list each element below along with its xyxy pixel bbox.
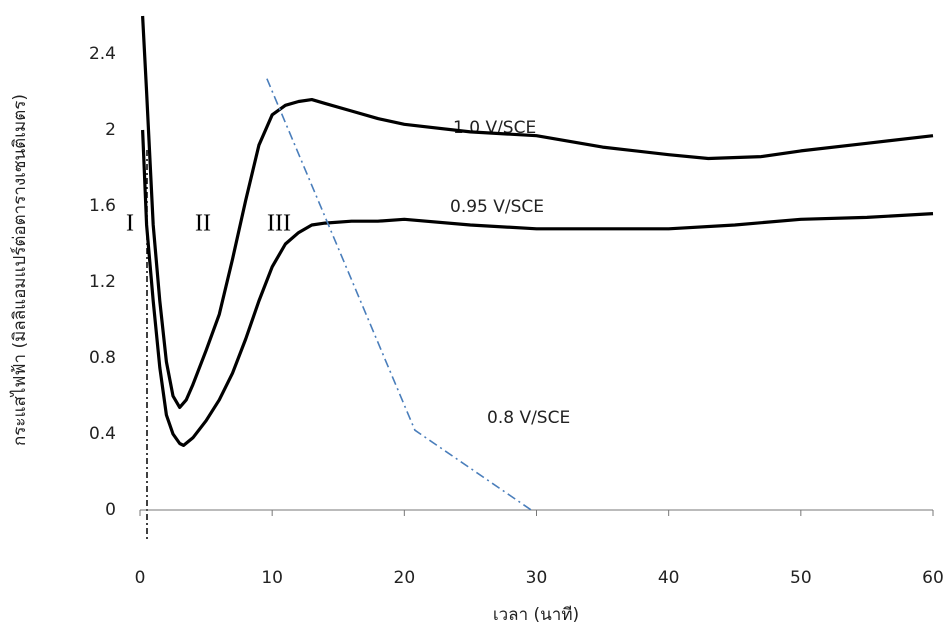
x-tick-label: 60 [922, 568, 944, 588]
series-line [141, 129, 934, 447]
y-tick-label: 0.4 [89, 424, 116, 444]
y-tick-label: 1.2 [89, 272, 116, 292]
series-label: 0.95 V/SCE [450, 197, 544, 217]
x-tick-label: 30 [526, 568, 548, 588]
region-label: I [126, 211, 134, 237]
region-label: III [267, 211, 291, 237]
region-label: II [195, 211, 211, 237]
y-tick-label: 0 [105, 500, 116, 520]
y-axis-label: กระแสไฟฟ้า (มิลลิแอมแปร์ต่อตารางเซนติเมต… [9, 94, 30, 446]
series-label: 0.8 V/SCE [487, 408, 570, 428]
y-tick-label: 2.4 [89, 44, 116, 64]
x-tick-label: 20 [394, 568, 416, 588]
x-tick-label: 0 [135, 568, 146, 588]
y-tick-label: 2 [105, 120, 116, 140]
y-tick-label: 1.6 [89, 196, 116, 216]
x-tick-label: 10 [261, 568, 283, 588]
series-line [141, 15, 934, 409]
x-tick-label: 50 [790, 568, 812, 588]
x-tick-label: 40 [658, 568, 680, 588]
series-line [266, 78, 532, 511]
y-tick-label: 0.8 [89, 348, 116, 368]
x-axis-label: เวลา (นาที) [493, 605, 579, 625]
